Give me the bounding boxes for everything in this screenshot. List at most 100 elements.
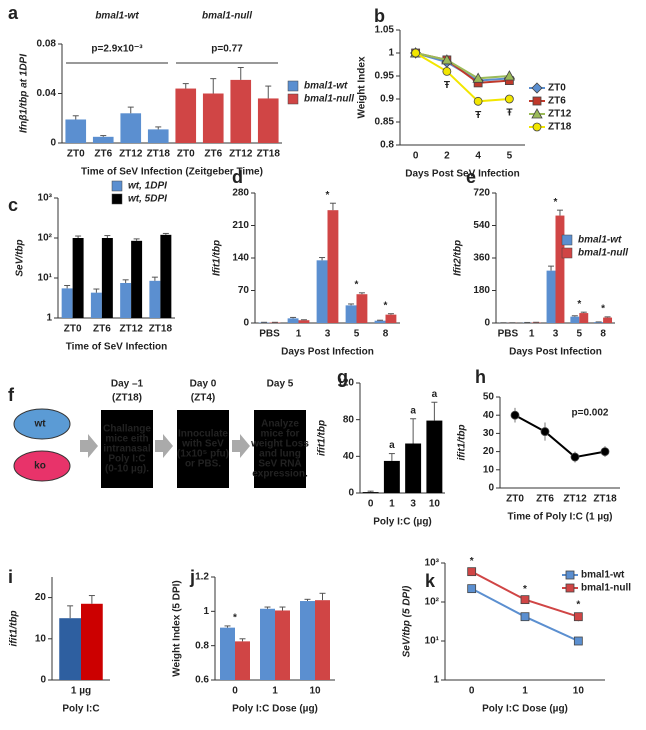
y-tick-label: 40 xyxy=(343,451,355,462)
step-text: Analyze xyxy=(261,419,299,430)
bar xyxy=(220,627,235,680)
arrow xyxy=(155,434,173,458)
y-tick-label: 30 xyxy=(483,428,495,439)
y-tick-label: 10³ xyxy=(425,558,440,569)
step-text: with SeV xyxy=(181,439,224,450)
error-bar xyxy=(571,315,578,317)
point xyxy=(473,96,483,106)
error-bar xyxy=(387,313,394,315)
y-axis-label: Weight Index xyxy=(357,56,368,118)
y-tick-label: 120 xyxy=(337,378,354,389)
point xyxy=(467,567,477,577)
y-tick-label: 20 xyxy=(483,446,495,457)
y-axis-label: Ifit1/tbp xyxy=(212,240,223,276)
x-tick-label: ZT12 xyxy=(119,324,143,335)
y-tick-label: 0.6 xyxy=(195,675,209,686)
y-tick-label: 1.05 xyxy=(375,25,395,36)
error-bar xyxy=(127,106,134,114)
point xyxy=(570,452,580,462)
bar xyxy=(149,280,161,318)
y-tick-label: 0.95 xyxy=(375,71,395,82)
annotation: p=0.002 xyxy=(572,408,609,419)
x-tick-label: ZT18 xyxy=(147,149,171,160)
y-tick-label: 10 xyxy=(35,633,47,644)
panel-letter: h xyxy=(475,367,486,387)
x-tick-label: 8 xyxy=(600,329,606,340)
legend-label: ZT6 xyxy=(548,96,566,107)
y-axis-label: Ifit2/tbp xyxy=(453,240,464,276)
point xyxy=(565,570,575,580)
panel-letter: i xyxy=(8,567,13,587)
x-tick-label: 8 xyxy=(383,329,389,340)
y-tick-label: 0 xyxy=(488,483,494,494)
x-tick-label: 3 xyxy=(325,329,331,340)
y-tick-label: 80 xyxy=(343,414,355,425)
bar xyxy=(298,320,310,323)
step-day: Day –1 xyxy=(111,379,144,390)
legend-swatch xyxy=(111,180,123,192)
bar xyxy=(374,320,386,323)
error-bar xyxy=(75,235,82,238)
step-day: Day 5 xyxy=(267,379,294,390)
bar xyxy=(257,98,279,143)
y-tick-label: 0 xyxy=(484,318,490,329)
error-bar xyxy=(290,316,297,319)
x-tick-label: ZT0 xyxy=(506,494,524,505)
line xyxy=(415,52,510,80)
bar xyxy=(300,601,315,680)
y-axis-label: ifit1/tbp xyxy=(9,610,20,646)
error-bar xyxy=(279,606,286,611)
x-tick-label: ZT0 xyxy=(67,149,85,160)
bar xyxy=(546,270,556,323)
step-text: and lung xyxy=(259,449,301,460)
error-bar xyxy=(348,303,355,306)
significance: * xyxy=(326,190,330,201)
y-axis-label: SeV/tbp xyxy=(15,239,26,276)
x-axis-label: Days Post SeV Infection xyxy=(405,169,519,180)
bar xyxy=(356,294,368,323)
significance: * xyxy=(233,613,237,624)
panel-letter: k xyxy=(425,571,436,591)
point xyxy=(520,612,530,622)
step-time: (ZT4) xyxy=(191,393,215,404)
significance: Ŧ xyxy=(444,80,450,91)
error-bar xyxy=(580,311,587,314)
x-tick-label: 3 xyxy=(410,499,416,510)
bar xyxy=(59,618,81,680)
point xyxy=(573,636,583,646)
error-bar xyxy=(431,401,438,421)
y-tick-label: 0 xyxy=(348,488,354,499)
panel-letter: a xyxy=(8,3,19,23)
point xyxy=(411,48,421,58)
error-bar xyxy=(151,276,158,281)
mouse-ko xyxy=(13,450,71,482)
group-name: bmal1-null xyxy=(202,11,252,22)
error-bar xyxy=(224,625,231,628)
y-tick-label: 40 xyxy=(483,410,495,421)
bar xyxy=(594,322,604,323)
legend-label: bmal1-wt xyxy=(304,81,348,92)
bar xyxy=(175,88,197,143)
significance: * xyxy=(355,279,359,290)
y-tick-label: 1 xyxy=(433,675,439,686)
bar xyxy=(405,443,422,493)
legend-label: bmal1-null xyxy=(304,94,354,105)
bar xyxy=(147,129,169,143)
point xyxy=(532,122,542,132)
y-tick-label: 180 xyxy=(473,285,490,296)
bar xyxy=(579,313,589,323)
x-tick-label: 10 xyxy=(429,499,441,510)
x-tick-label: ZT6 xyxy=(93,324,111,335)
y-axis-label: ifit1/tbp xyxy=(317,420,328,456)
y-tick-label: 0.04 xyxy=(37,88,57,99)
significance: Ŧ xyxy=(475,110,481,121)
error-bar xyxy=(67,605,74,619)
error-bar xyxy=(182,83,189,89)
bar xyxy=(570,316,580,323)
legend-label: bmal1-wt xyxy=(578,235,622,246)
error-bar xyxy=(410,418,417,444)
point xyxy=(510,410,520,420)
error-bar xyxy=(122,279,129,283)
x-tick-label: 0 xyxy=(368,499,374,510)
significance: * xyxy=(470,556,474,567)
